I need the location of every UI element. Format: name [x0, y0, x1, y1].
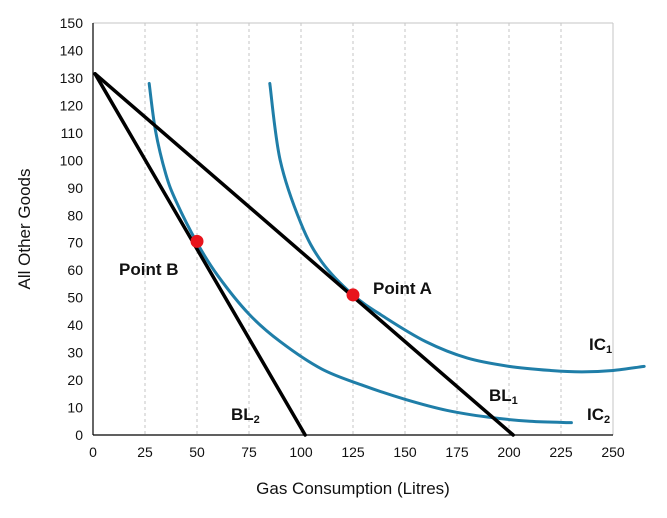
ic2-label: IC2: [587, 405, 610, 426]
budget-line-1: [93, 72, 515, 437]
point-b-marker: [190, 234, 204, 248]
indifference-curves: [147, 81, 646, 425]
x-tick-label-75: 75: [241, 444, 257, 460]
y-tick-label-90: 90: [67, 180, 83, 196]
budget-lines: [93, 72, 515, 437]
x-tick-label-125: 125: [341, 444, 365, 460]
y-tick-label-130: 130: [60, 70, 84, 86]
ic1-label-sub: 1: [606, 344, 612, 356]
bl2-label-main: BL: [231, 405, 254, 424]
point-a-marker: [346, 288, 360, 302]
x-tick-label-250: 250: [601, 444, 625, 460]
x-tick-label-50: 50: [189, 444, 205, 460]
points: [190, 234, 360, 302]
budget-line-2: [93, 72, 307, 437]
ic2-label-main: IC: [587, 405, 604, 424]
y-tick-label-30: 30: [67, 345, 83, 361]
y-tick-label-10: 10: [67, 400, 83, 416]
y-tick-label-110: 110: [61, 125, 84, 141]
ic2-label-sub: 2: [604, 414, 610, 426]
x-tick-label-200: 200: [497, 444, 521, 460]
y-tick-label-40: 40: [67, 317, 83, 333]
ic1-label-main: IC: [589, 335, 606, 354]
y-tick-label-100: 100: [60, 152, 84, 168]
bl1-label: BL1: [489, 386, 518, 407]
y-tick-label-150: 150: [60, 15, 84, 31]
bl1-label-sub: 1: [512, 395, 518, 407]
point-b-label: Point B: [119, 260, 179, 279]
x-tick-label-25: 25: [137, 444, 153, 460]
x-tick-label-0: 0: [89, 444, 97, 460]
point-a-label: Point A: [373, 279, 432, 298]
x-tick-label-150: 150: [393, 444, 417, 460]
y-tick-label-140: 140: [60, 42, 84, 58]
y-tick-label-50: 50: [67, 290, 83, 306]
bl2-label: BL2: [231, 405, 260, 426]
ic1-label: IC1: [589, 335, 612, 356]
x-axis-title: Gas Consumption (Litres): [256, 479, 450, 498]
bl2-label-sub: 2: [254, 414, 260, 426]
x-tick-label-225: 225: [549, 444, 573, 460]
bl1-label-main: BL: [489, 386, 512, 405]
y-tick-label-20: 20: [67, 372, 83, 388]
x-tick-labels: 0 25 50 75 100 125 150 175 200 225 250: [89, 444, 625, 460]
y-axis-title: All Other Goods: [15, 169, 34, 290]
y-tick-label-70: 70: [67, 235, 83, 251]
indifference-curve-1: [268, 81, 646, 374]
indifference-curve-2: [147, 81, 573, 425]
y-tick-labels: 0 10 20 30 40 50 60 70 80 90 100 110 120 130 140 150: [60, 15, 84, 443]
y-tick-label-120: 120: [60, 97, 84, 113]
x-tick-label-100: 100: [289, 444, 313, 460]
y-tick-label-80: 80: [67, 207, 83, 223]
y-tick-label-0: 0: [75, 427, 83, 443]
y-tick-label-60: 60: [67, 262, 83, 278]
x-tick-label-175: 175: [445, 444, 469, 460]
